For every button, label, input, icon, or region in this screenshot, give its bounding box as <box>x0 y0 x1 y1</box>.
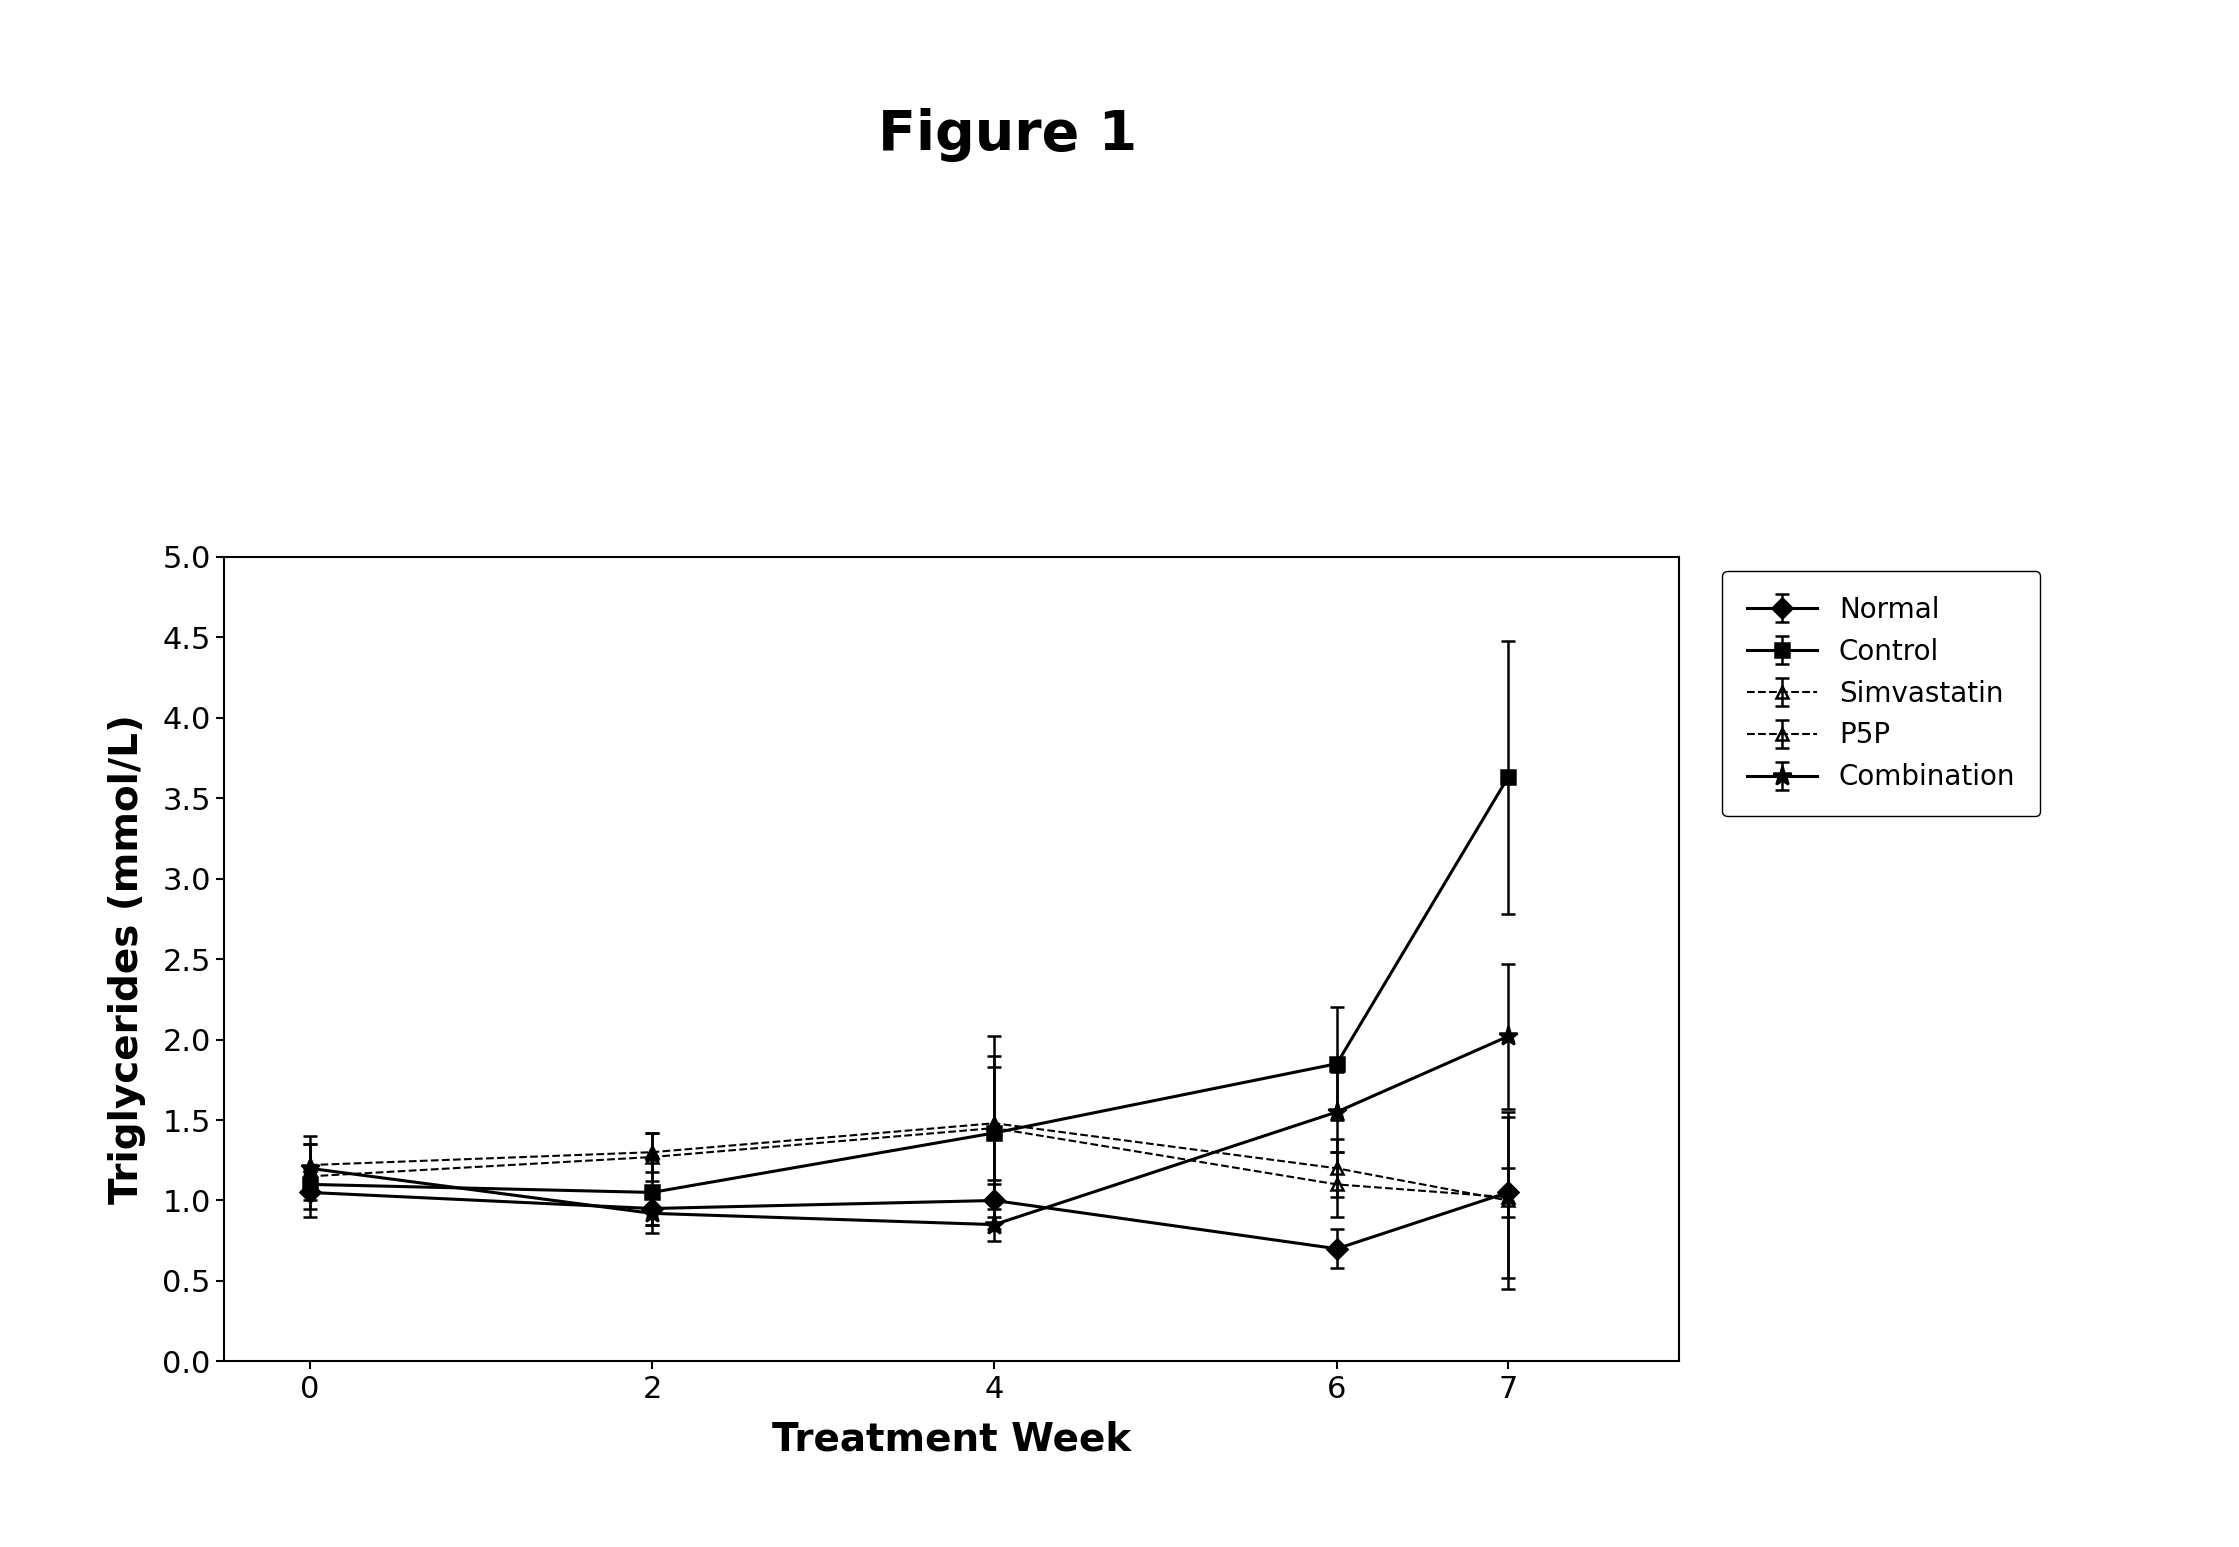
Text: Figure 1: Figure 1 <box>878 108 1137 162</box>
X-axis label: Treatment Week: Treatment Week <box>772 1420 1131 1459</box>
Legend: Normal, Control, Simvastatin, P5P, Combination: Normal, Control, Simvastatin, P5P, Combi… <box>1722 571 2040 817</box>
Y-axis label: Triglycerides (mmol/L): Triglycerides (mmol/L) <box>107 715 146 1204</box>
